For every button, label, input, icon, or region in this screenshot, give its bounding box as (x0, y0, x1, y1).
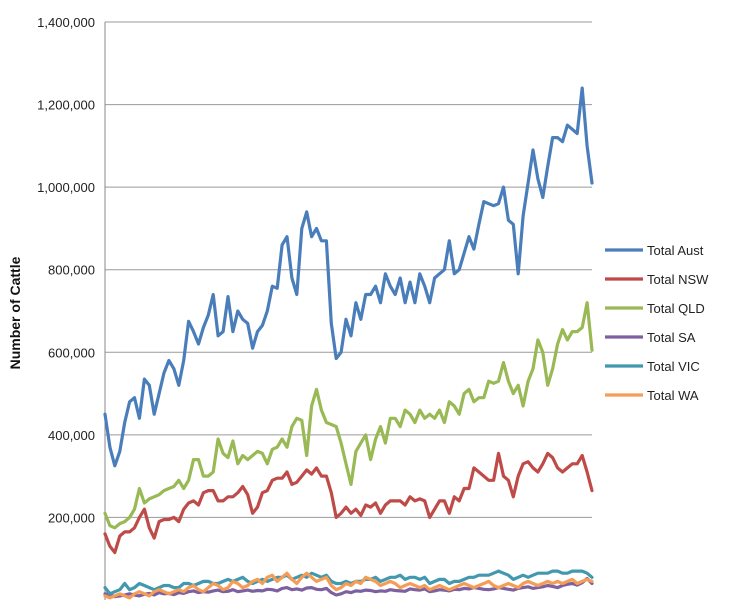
y-tick-label: 800,000 (48, 263, 95, 278)
legend: Total Aust Total NSW Total QLD Total SA Tota… (605, 243, 709, 403)
y-tick-label: 200,000 (48, 510, 95, 525)
series-line-total-wa (103, 571, 594, 600)
y-axis-tick-labels: 200,000 400,000 600,000 800,000 1,000,000 1,2… (37, 15, 95, 525)
legend-label: Total NSW (647, 272, 709, 287)
y-tick-label: 400,000 (48, 428, 95, 443)
legend-label: Total WA (647, 388, 699, 403)
series-lines (103, 86, 594, 600)
series-line-total-sa (103, 576, 594, 599)
legend-label: Total SA (647, 330, 696, 345)
y-tick-label: 1,000,000 (37, 180, 95, 195)
y-tick-label: 1,200,000 (37, 98, 95, 113)
series-line-total-qld (103, 301, 594, 530)
series-line-total-aust (103, 86, 594, 468)
y-tick-label: 1,400,000 (37, 15, 95, 30)
y-axis-title: Number of Cattle (7, 256, 23, 369)
legend-label: Total Aust (647, 243, 704, 258)
legend-label: Total QLD (647, 301, 705, 316)
series-line-total-nsw (103, 451, 594, 555)
y-tick-label: 600,000 (48, 345, 95, 360)
series-line-total-vic (103, 569, 594, 596)
legend-label: Total VIC (647, 359, 700, 374)
